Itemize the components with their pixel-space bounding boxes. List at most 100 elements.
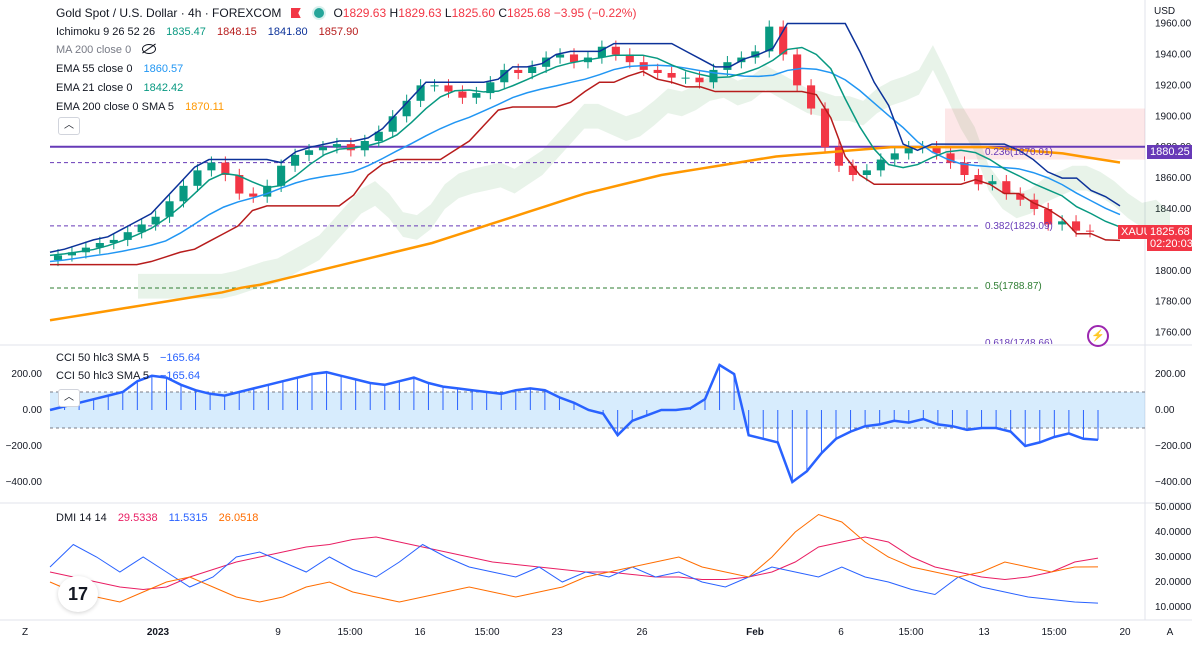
ohlc-values: O1829.63 H1829.63 L1825.60 C1825.68 −3.9… [333,6,637,20]
candle-body [402,100,411,117]
candle-body [960,162,969,175]
scale-z-label: Z [22,627,28,638]
high-value: 1829.63 [398,6,442,20]
cci-tick-left: −400.00 [6,477,43,488]
dmi-tick-label: 10.0000 [1155,602,1192,613]
candle-body [946,153,955,163]
candle-body [779,26,788,55]
ema21-line [49,46,1121,257]
legend-cci-2[interactable]: CCI 50 hlc3 SMA 5 −165.64 [56,370,201,382]
candle-body [165,201,174,217]
cci-tick-right: −400.00 [1155,477,1192,488]
collapse-cci-button[interactable]: ︿ [58,389,80,407]
legend-ema55[interactable]: EMA 55 close 0 1860.57 [56,63,184,75]
price-tick-label: 1780.00 [1155,297,1192,308]
candle-body [542,57,551,67]
time-tick-label: 16 [414,627,426,638]
market-status-icon[interactable] [314,8,325,18]
candle-body [53,255,63,260]
time-tick-label: 15:00 [474,627,499,638]
time-tick-label: 13 [978,627,990,638]
candle-body [862,170,871,175]
time-tick-label: Feb [746,627,764,638]
candle-body [388,116,397,132]
candle-body [472,93,481,98]
price-tick-label: 1960.00 [1155,19,1192,30]
candle-body [751,51,760,58]
dmi-tick-label: 30.0000 [1155,552,1192,563]
candle-body [500,69,509,83]
candle-body [820,108,830,148]
candle-body [904,147,913,154]
candle-body [1071,221,1081,231]
candle-body [709,69,718,83]
time-tick-label: 26 [636,627,648,638]
currency-label: USD [1154,6,1175,17]
candle-body [109,239,118,243]
candle-body [179,185,188,202]
legend-dmi[interactable]: DMI 14 14 29.5338 11.5315 26.0518 [56,512,259,524]
collapse-legend-button[interactable]: ︿ [58,117,80,135]
cci-tick-right: 0.00 [1155,405,1175,416]
candle-body [765,26,774,52]
candle-body [95,243,104,248]
candle-body [988,181,997,185]
dmi-tick-label: 20.0000 [1155,577,1192,588]
cci-tick-left: −200.00 [6,441,43,452]
candle-body [332,144,341,148]
candle-body [291,154,300,166]
candle-body [848,165,857,175]
candle-body [597,46,606,58]
candle-body [1030,199,1039,209]
scale-a-label: A [1167,627,1174,638]
candle-body [1016,193,1025,200]
symbol-title[interactable]: Gold Spot / U.S. Dollar · 4h · FOREXCOM [56,6,282,20]
legend-ichimoku[interactable]: Ichimoku 9 26 52 26 1835.47 1848.15 1841… [56,26,359,38]
candle-body [430,85,439,87]
candle-body [221,162,230,175]
candle-body [458,91,467,98]
candle-body [681,77,690,79]
open-value: 1829.63 [342,6,387,20]
time-tick-label: 15:00 [1041,627,1066,638]
tradingview-logo-icon[interactable]: 17 [58,576,98,612]
last-price-tag: 1825.68 [1147,225,1192,239]
candle-body [416,85,425,101]
fib-382-label: 0.382(1829.09) [985,221,1053,232]
ema200-line [49,145,1121,322]
candle-body [304,150,314,155]
price-tick-label: 1760.00 [1155,328,1192,339]
cci-tick-right: −200.00 [1155,441,1192,452]
low-value: 1825.60 [451,6,495,20]
time-tick-label: 15:00 [898,627,923,638]
candle-body [374,131,383,141]
time-tick-label: 6 [838,627,844,638]
candle-body [67,252,77,256]
cci-line [49,363,1099,484]
candle-body [807,85,816,109]
adx-line [49,513,1099,603]
candle-body [793,54,802,86]
kijun-line [50,70,1121,266]
hline-price-tag[interactable]: 1880.25 [1147,145,1192,159]
legend-ema200[interactable]: EMA 200 close 0 SMA 5 1870.11 [56,101,225,113]
hidden-eye-icon[interactable] [142,44,157,54]
lightning-icon[interactable]: ⚡ [1087,325,1109,347]
fib-618-label: 0.618(1748.66) [985,338,1053,344]
candle-body [123,232,132,240]
ema55-line [49,64,1121,263]
kumo-cloud [138,45,1170,299]
fib-50-label: 0.5(1788.87) [985,281,1042,292]
dmi-tick-label: 50.0000 [1155,502,1192,513]
legend-ema21[interactable]: EMA 21 close 0 1842.42 [56,82,184,94]
time-tick-label: 20 [1119,627,1131,638]
candle-body [277,165,286,186]
candle-body [528,66,537,73]
flag-icon[interactable] [290,8,301,18]
legend-ma200[interactable]: MA 200 close 0 [56,44,157,57]
candle-body [346,144,355,151]
legend-cci-1[interactable]: CCI 50 hlc3 SMA 5 −165.64 [56,352,201,364]
time-tick-label: 9 [275,627,281,638]
